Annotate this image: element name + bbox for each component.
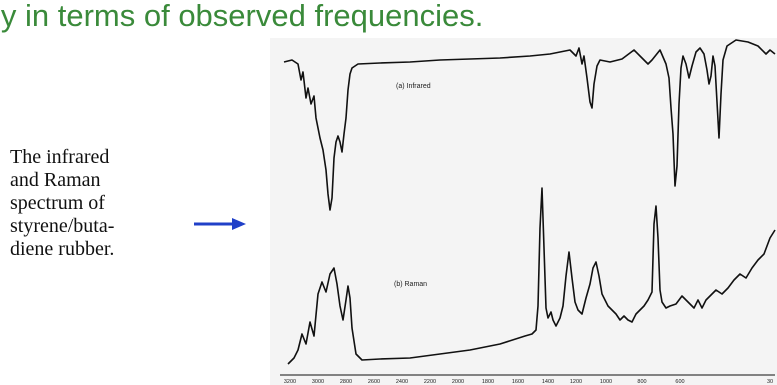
infrared-trace (283, 39, 776, 211)
caption-line: diene rubber. (10, 238, 115, 260)
raman-label: (b) Raman (394, 281, 427, 288)
tick-label: 30 (767, 379, 773, 385)
right-arrow-icon (194, 218, 246, 230)
caption-line: and Raman (10, 169, 101, 191)
tick-label: 3200 (284, 379, 296, 385)
tick-label: 2400 (396, 379, 408, 385)
tick-label: 2800 (340, 379, 352, 385)
tick-label: 2000 (452, 379, 464, 385)
slide-title: ly in terms of observed frequencies. (0, 0, 484, 33)
tick-label: 2600 (368, 379, 380, 385)
spectra-plot: (a) Infrared (b) Raman 3200 3000 2800 26… (270, 38, 777, 385)
tick-label: 800 (637, 379, 646, 385)
tick-label: 3000 (312, 379, 324, 385)
infrared-label: (a) Infrared (396, 83, 431, 90)
tick-label: 1400 (542, 379, 554, 385)
figure-caption: The infrared and Raman spectrum of styre… (10, 146, 195, 261)
figure-background (270, 38, 777, 385)
caption-line: spectrum of (10, 192, 105, 214)
raman-trace (287, 187, 776, 365)
tick-label: 1800 (482, 379, 494, 385)
spectra-figure: (a) Infrared (b) Raman 3200 3000 2800 26… (270, 38, 777, 385)
caption-line: styrene/buta- (10, 215, 115, 237)
tick-label: 600 (675, 379, 684, 385)
tick-label: 1600 (512, 379, 524, 385)
caption-line: The infrared (10, 146, 110, 168)
tick-label: 1000 (600, 379, 612, 385)
tick-label: 1200 (570, 379, 582, 385)
tick-label: 2200 (424, 379, 436, 385)
